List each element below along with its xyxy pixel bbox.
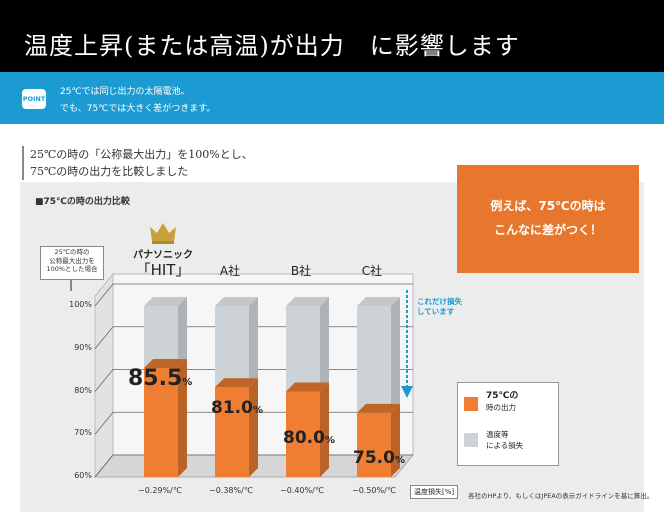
y-tick-label: 100% bbox=[69, 300, 92, 309]
point-band bbox=[0, 72, 664, 124]
source-note: 各社のHPより、もしくはJPEAの表示ガイドラインを基に算出。 bbox=[468, 492, 654, 500]
bar-value-label: 81.0% bbox=[205, 398, 269, 418]
legend-output-line-2: 時の出力 bbox=[486, 403, 516, 412]
legend-output-line-1: 75℃の bbox=[486, 391, 519, 401]
loss-arrow-head bbox=[401, 386, 413, 398]
loss-annotation-line-1: これだけ損失 bbox=[417, 297, 462, 306]
loss-annotation-line-2: しています bbox=[417, 307, 455, 316]
loss-arrow bbox=[401, 290, 413, 398]
category-brand-prefix: パナソニック bbox=[133, 250, 193, 261]
bar-output-segment bbox=[144, 367, 178, 477]
bar-value-number: 81.0 bbox=[211, 398, 253, 418]
point-badge: POINT bbox=[22, 89, 46, 109]
category-label: C社 bbox=[361, 264, 383, 278]
bar-value-label: 80.0% bbox=[277, 428, 341, 448]
y-note-line-3: 100%とした場合 bbox=[46, 265, 98, 273]
bar-loss-side bbox=[178, 297, 187, 368]
bar-value-number: 80.0 bbox=[283, 428, 325, 448]
bar-output-side bbox=[391, 403, 400, 477]
y-tick-label: 90% bbox=[74, 342, 92, 352]
bar-value-unit: % bbox=[394, 455, 405, 466]
bar-value-number: 75.0 bbox=[353, 448, 395, 468]
bar-loss-side bbox=[249, 297, 258, 388]
bar-value-label: 75.0% bbox=[347, 448, 411, 468]
y-note-connector bbox=[70, 279, 72, 291]
callout-line-1: 例えば、75℃の時は bbox=[490, 199, 606, 213]
y-tick-label: 80% bbox=[74, 385, 92, 395]
category-label: A社 bbox=[219, 264, 241, 278]
y-tick-label: 70% bbox=[74, 428, 92, 438]
bar-value-number: 85.5 bbox=[128, 366, 183, 391]
legend-loss-label: 温度等 による損失 bbox=[486, 429, 523, 451]
legend-swatch-loss bbox=[464, 433, 478, 447]
intro-line-1: 25℃の時の「公称最大出力」を100%とし、 bbox=[30, 148, 253, 161]
bar-loss-top bbox=[144, 297, 187, 306]
legend: 75℃の 時の出力 温度等 による損失 bbox=[457, 382, 559, 466]
bar-loss-segment bbox=[144, 306, 178, 368]
point-line-1: 25℃では同じ出力の太陽電池。 bbox=[60, 87, 190, 97]
bar-output-top bbox=[144, 358, 187, 368]
temperature-coefficient: −0.38%/℃ bbox=[209, 486, 253, 495]
y-axis-note: 25℃の時の 公称最大出力を 100%とした場合 bbox=[40, 246, 104, 280]
bar-output-segment bbox=[215, 387, 249, 477]
category-label: B社 bbox=[290, 264, 312, 278]
bar-loss-segment bbox=[357, 306, 391, 413]
side-wall bbox=[94, 272, 114, 479]
coefficient-unit-label: 温度損失[%] bbox=[410, 485, 459, 499]
bar-loss-segment bbox=[286, 306, 320, 392]
bar-output-side bbox=[249, 378, 258, 477]
temperature-coefficient: −0.29%/℃ bbox=[138, 486, 182, 495]
bar-value-unit: % bbox=[252, 405, 263, 416]
bar-output-side bbox=[178, 358, 187, 477]
bar-loss-side bbox=[391, 297, 400, 413]
bar-output-top bbox=[357, 403, 400, 413]
y-tick-label: 60% bbox=[74, 471, 92, 480]
bar-loss-top bbox=[286, 297, 329, 306]
y-note-line-1: 25℃の時の bbox=[54, 248, 90, 256]
callout-box: 例えば、75℃の時は こんなに差がつく！ bbox=[457, 165, 639, 273]
page-title: 温度上昇(または高温)が出力 に影響します bbox=[24, 32, 520, 60]
crown-icon bbox=[150, 223, 176, 244]
chart-title: ■75℃の時の出力比較 bbox=[35, 197, 130, 207]
y-note-line-2: 公称最大出力を bbox=[49, 256, 95, 265]
title-bar: 温度上昇(または高温)が出力 に影響します bbox=[0, 0, 664, 72]
bar-output-top bbox=[215, 378, 258, 388]
bar-output-side bbox=[320, 382, 329, 477]
bar-output-top bbox=[286, 382, 329, 392]
temperature-coefficient: −0.40%/℃ bbox=[280, 486, 324, 495]
temperature-coefficient: −0.50%/℃ bbox=[352, 486, 396, 495]
bar-value-unit: % bbox=[324, 435, 335, 446]
bar-loss-segment bbox=[215, 306, 249, 388]
callout-line-2: こんなに差がつく！ bbox=[493, 223, 602, 237]
intro-text: 25℃の時の「公称最大出力」を100%とし、 75℃の時の出力を比較しました bbox=[22, 146, 253, 180]
bar-loss-side bbox=[320, 297, 329, 392]
bar-value-label: 85.5% bbox=[128, 366, 192, 391]
legend-swatch-output bbox=[464, 397, 478, 411]
bar-loss-top bbox=[357, 297, 400, 306]
bar-output-segment bbox=[286, 391, 320, 477]
gridline bbox=[94, 283, 413, 307]
intro-line-2: 75℃の時の出力を比較しました bbox=[30, 165, 189, 178]
bar-group bbox=[144, 297, 400, 477]
category-label: 「HIT」 bbox=[135, 261, 191, 279]
legend-loss-line-1: 温度等 bbox=[486, 430, 509, 439]
loss-annotation: これだけ損失 しています bbox=[417, 297, 462, 317]
bar-value-unit: % bbox=[182, 377, 193, 388]
legend-output-label: 75℃の 時の出力 bbox=[486, 391, 518, 413]
bar-output-segment bbox=[357, 412, 391, 477]
legend-loss-line-2: による損失 bbox=[486, 441, 524, 450]
point-line-2: でも、75℃では大きく差がつきます。 bbox=[60, 104, 216, 114]
bar-loss-top bbox=[215, 297, 258, 306]
